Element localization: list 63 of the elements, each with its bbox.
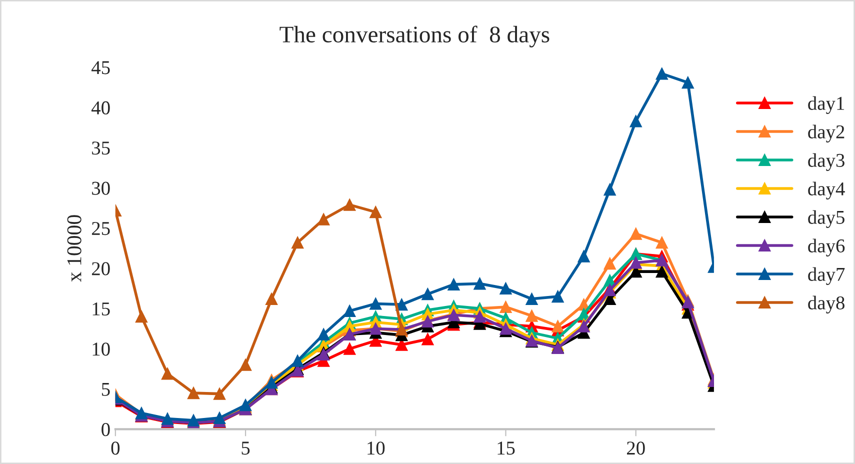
- x-tick-label: 15: [498, 442, 515, 455]
- point: [213, 388, 226, 400]
- point: [500, 300, 512, 314]
- point: [630, 228, 642, 240]
- y-tick-label: 45: [92, 61, 110, 74]
- x-tick-label: 20: [626, 442, 645, 455]
- point: [656, 265, 668, 278]
- x-tick-label: 5: [242, 442, 250, 455]
- point: [552, 320, 564, 332]
- y-tick-label: 10: [92, 342, 110, 356]
- point: [474, 310, 486, 323]
- legend-label: day4: [808, 182, 845, 200]
- point: [265, 292, 278, 305]
- point: [474, 278, 486, 290]
- point: [135, 310, 148, 323]
- point: [396, 298, 408, 311]
- point: [292, 236, 304, 249]
- legend-label: day1: [808, 96, 844, 114]
- y-tick-label: 30: [92, 182, 110, 195]
- point: [500, 322, 512, 335]
- x-tick-label: 0: [111, 442, 120, 455]
- y-tick-label: 40: [92, 101, 110, 114]
- chart-title: The conversations of 8 days: [280, 26, 550, 48]
- point: [604, 257, 616, 270]
- point: [578, 308, 590, 320]
- point: [422, 333, 434, 346]
- point: [344, 342, 356, 355]
- point: [161, 368, 174, 380]
- point: [344, 198, 356, 211]
- y-tick-label: 0: [102, 423, 110, 436]
- legend-label: day8: [808, 296, 844, 314]
- legend-label: day5: [808, 210, 844, 228]
- point: [656, 68, 668, 80]
- y-tick-label: 20: [92, 262, 110, 276]
- point: [604, 183, 616, 196]
- point: [630, 115, 642, 128]
- point: [370, 298, 382, 310]
- point: [318, 213, 330, 226]
- point: [344, 304, 356, 318]
- legend-label: day2: [808, 124, 844, 142]
- point: [370, 206, 382, 218]
- point: [239, 358, 252, 371]
- y-tick-label: 25: [92, 222, 110, 236]
- point: [318, 328, 330, 340]
- legend-label: day6: [808, 238, 845, 256]
- point: [500, 282, 512, 295]
- point: [578, 250, 590, 262]
- legend-label: day7: [808, 267, 845, 285]
- point: [526, 310, 538, 322]
- point: [448, 278, 460, 291]
- point: [552, 290, 564, 303]
- y-tick-label: 35: [92, 142, 110, 155]
- point: [422, 288, 434, 300]
- point: [656, 236, 668, 249]
- point: [187, 386, 200, 400]
- x-tick-label: 10: [368, 442, 385, 455]
- y-axis-title: x 10000: [67, 215, 82, 282]
- y-tick-label: 15: [92, 302, 110, 316]
- y-tick-label: 5: [102, 383, 110, 396]
- point: [526, 292, 538, 305]
- legend-label: day3: [808, 153, 844, 171]
- point: [682, 76, 694, 89]
- point: [578, 320, 590, 332]
